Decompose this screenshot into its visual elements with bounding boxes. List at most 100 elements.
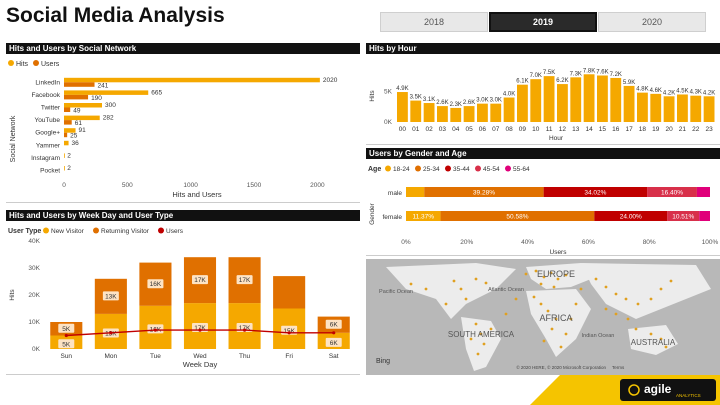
year-button-2019[interactable]: 2019 <box>489 12 597 32</box>
map-point <box>469 337 473 341</box>
network-users-bar <box>64 82 95 87</box>
map-point <box>534 269 538 273</box>
map-point <box>569 317 573 321</box>
week-returning-visitor-label-box <box>325 319 342 329</box>
europe-shape <box>526 263 596 289</box>
footer: agile ANALYTICS <box>530 375 720 405</box>
hour-bar <box>397 92 408 122</box>
map-label-atlantic: Atlantic Ocean <box>488 287 524 293</box>
gender-legend-title: Age <box>368 166 381 173</box>
map-point <box>542 339 546 343</box>
hour-xlabel: Hour <box>549 135 564 142</box>
gender-legend-label: 25-34 <box>423 166 440 173</box>
gender-segment <box>424 187 544 197</box>
world-map[interactable]: Pacific Ocean Atlantic Ocean EUROPE AFRICA S… <box>366 259 720 375</box>
hour-bar-label: 7.2K <box>610 72 622 78</box>
hour-chart[interactable]: Hits 0K 5K 4.9K 00 3.5K 01 3.1K 02 2.6K 03 2.3K 04 2.… <box>366 54 720 144</box>
hour-bar <box>423 103 435 122</box>
week-panel-title: Hits and Users by Week Day and User Type <box>6 210 360 221</box>
hour-xtick: 21 <box>679 126 687 133</box>
africa-shape <box>526 289 591 357</box>
week-users-point <box>109 331 113 335</box>
network-hits-bar <box>64 77 320 83</box>
network-chart[interactable]: Hits Users Social Network LinkedIn 2020 241 Fa… <box>6 54 360 202</box>
gender-panel-title: Users by Gender and Age <box>366 148 720 159</box>
gender-xlabel: Users <box>550 249 568 255</box>
gender-segment-label: 24.00% <box>620 214 642 221</box>
gender-xtick: 100% <box>702 239 719 246</box>
hour-bar-label: 4.6K <box>650 88 662 94</box>
hour-xtick: 02 <box>425 126 433 133</box>
hour-bar <box>410 100 422 122</box>
map-point <box>444 302 448 306</box>
week-chart[interactable]: User Type New Visitor Returning Visitor Use… <box>6 221 360 374</box>
hour-bar <box>503 97 515 122</box>
map-point <box>614 312 618 316</box>
map-point <box>504 312 508 316</box>
hour-bar-label: 4.8K <box>636 87 648 93</box>
hour-bar-label: 4.9K <box>396 86 408 92</box>
gender-legend-label: 18-24 <box>393 166 410 173</box>
hour-xtick: 13 <box>572 126 580 133</box>
hour-xtick: 11 <box>546 126 553 133</box>
network-users-value: 49 <box>73 108 81 115</box>
year-button-2018[interactable]: 2018 <box>380 12 488 32</box>
network-hits-bar <box>64 128 76 133</box>
gender-legend-label: 55-64 <box>513 166 530 173</box>
legend-users-marker <box>33 60 39 66</box>
week-users-point <box>332 331 336 335</box>
hour-bar-label: 7.3K <box>570 71 582 77</box>
network-category-label: Pocket <box>40 168 60 175</box>
network-hits-value: 2 <box>67 152 71 159</box>
hour-bar-label: 2.6K <box>436 100 448 106</box>
hour-panel-title: Hits by Hour <box>366 43 720 54</box>
week-ytick: 40K <box>28 238 40 245</box>
hour-bar-label: 6.1K <box>516 79 528 85</box>
hour-bar-label: 4.0K <box>503 92 515 98</box>
hour-bar-label: 3.0K <box>476 98 488 104</box>
network-users-value: 61 <box>75 120 83 127</box>
map-point <box>604 285 608 289</box>
network-hits-value: 300 <box>105 102 116 109</box>
north-america-shape <box>386 263 516 319</box>
hour-bar-label: 4.3K <box>690 90 702 96</box>
network-xtick: 2000 <box>310 182 325 189</box>
hour-bar <box>677 94 688 122</box>
map-label-south-america: SOUTH AMERICA <box>448 330 515 339</box>
week-users-point <box>198 328 202 332</box>
week-returning-visitor-label-box <box>102 291 119 301</box>
hour-xtick: 03 <box>439 126 447 133</box>
map-point <box>539 282 543 286</box>
hour-bar <box>490 103 502 122</box>
hour-bar-label: 6.2K <box>556 78 568 84</box>
map-label-africa: AFRICA <box>539 313 572 323</box>
gender-chart[interactable]: Age 18-24 25-34 35-44 45-54 55-64 Gender male 39… <box>366 159 720 256</box>
hour-xtick: 20 <box>665 126 673 133</box>
hour-xtick: 00 <box>399 126 407 133</box>
network-hits-bar <box>64 153 65 158</box>
week-new-visitor-label-box <box>325 337 342 347</box>
gender-legend-marker <box>385 165 391 172</box>
hour-xtick: 17 <box>625 126 633 133</box>
hour-xtick: 06 <box>479 126 487 133</box>
hour-xtick: 19 <box>652 126 660 133</box>
map-point <box>484 281 488 285</box>
week-ytick: 10K <box>28 319 40 326</box>
map-point <box>514 297 518 301</box>
network-xlabel: Hits and Users <box>172 190 221 199</box>
year-button-2020[interactable]: 2020 <box>598 12 706 32</box>
hour-xtick: 10 <box>532 126 540 133</box>
hour-bar <box>437 106 448 122</box>
map-label-pacific: Pacific Ocean <box>379 289 413 295</box>
gender-xtick: 60% <box>582 239 595 246</box>
map-panel[interactable]: Pacific Ocean Atlantic Ocean EUROPE AFRICA S… <box>366 259 720 375</box>
map-point <box>479 332 483 336</box>
week-users-point <box>287 331 291 335</box>
hour-bar <box>557 84 568 122</box>
gender-segment <box>594 211 668 221</box>
map-point <box>624 297 628 301</box>
legend-users-label: Users <box>41 61 60 68</box>
hour-xtick: 09 <box>519 126 527 133</box>
gender-segment <box>440 211 595 221</box>
brand-cloud-icon <box>628 384 640 396</box>
